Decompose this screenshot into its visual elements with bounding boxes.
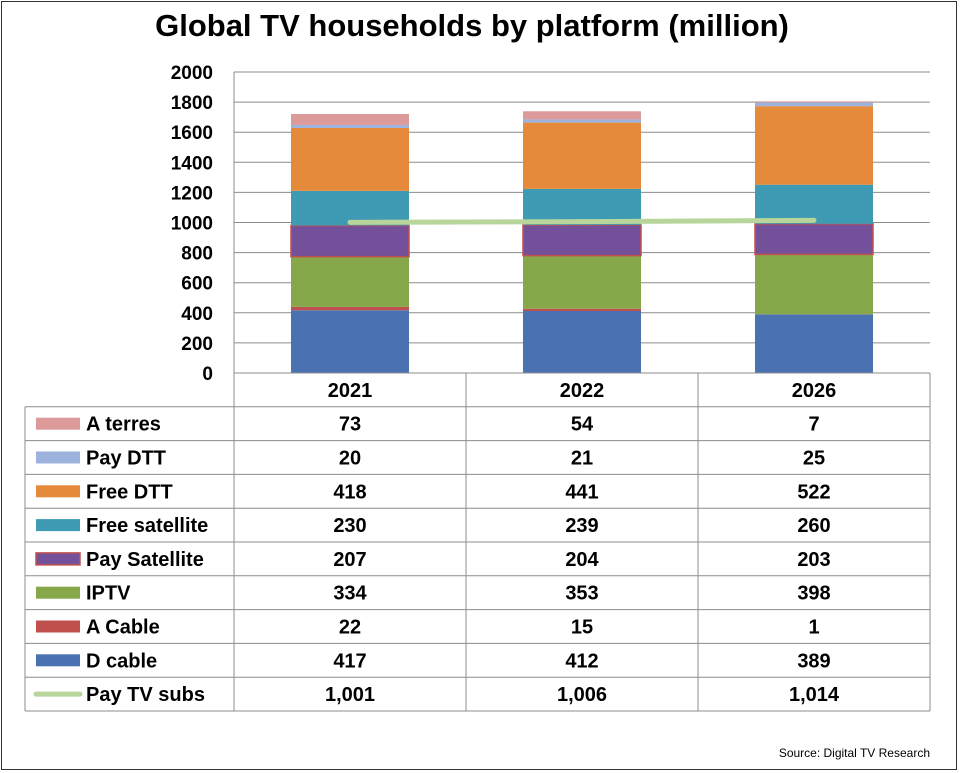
data-label: 230 bbox=[333, 515, 366, 537]
bar-free-satellite-2026 bbox=[755, 184, 873, 224]
data-label: 204 bbox=[565, 549, 599, 571]
bar-free-dtt-2022 bbox=[523, 122, 641, 189]
data-label: 441 bbox=[565, 481, 598, 503]
y-tick-label: 1200 bbox=[171, 183, 213, 204]
data-label: 418 bbox=[333, 481, 366, 503]
bar-d-cable-2026 bbox=[755, 314, 873, 373]
data-label: 1,001 bbox=[325, 684, 375, 706]
table-row-label: Pay DTT bbox=[86, 448, 166, 470]
table-row-label: A Cable bbox=[86, 617, 160, 639]
y-tick-label: 0 bbox=[202, 364, 213, 385]
data-label: 1,014 bbox=[789, 684, 840, 706]
bar-pay-dtt-2021 bbox=[291, 124, 409, 128]
y-tick-label: 200 bbox=[181, 334, 213, 355]
data-label: 207 bbox=[333, 549, 366, 571]
bar-a-terres-2026 bbox=[755, 101, 873, 103]
legend-key-a-cable bbox=[36, 620, 80, 633]
data-label: 353 bbox=[565, 583, 598, 605]
legend-key-iptv bbox=[36, 586, 80, 599]
data-label: 21 bbox=[571, 448, 593, 470]
data-label: 239 bbox=[565, 515, 598, 537]
data-label: 20 bbox=[339, 448, 361, 470]
table-row-label: D cable bbox=[86, 650, 157, 672]
legend-key-free-dtt bbox=[36, 485, 80, 498]
y-tick-label: 1800 bbox=[171, 93, 213, 114]
y-tick-label: 1000 bbox=[171, 214, 213, 235]
y-tick-label: 1600 bbox=[171, 123, 213, 144]
data-label: 22 bbox=[339, 617, 361, 639]
data-label: 334 bbox=[333, 583, 367, 605]
y-tick-label: 2000 bbox=[171, 63, 213, 84]
x-tick-label: 2022 bbox=[560, 380, 605, 402]
bar-pay-satellite-2021 bbox=[290, 224, 410, 258]
bar-d-cable-2022 bbox=[523, 310, 641, 373]
x-tick-label: 2021 bbox=[328, 380, 373, 402]
bar-d-cable-2021 bbox=[291, 310, 409, 373]
table-row-label: Free DTT bbox=[86, 481, 173, 503]
data-label: 417 bbox=[333, 650, 366, 672]
bar-a-cable-2021 bbox=[291, 306, 409, 311]
data-label: 203 bbox=[797, 549, 830, 571]
data-label: 73 bbox=[339, 414, 361, 436]
y-tick-label: 400 bbox=[181, 304, 213, 325]
bar-a-terres-2021 bbox=[291, 113, 409, 125]
data-label: 1 bbox=[808, 617, 819, 639]
table-row-label: Free satellite bbox=[86, 515, 208, 537]
data-label: 522 bbox=[797, 481, 830, 503]
legend-key-d-cable bbox=[36, 654, 80, 667]
bar-pay-satellite-2022 bbox=[522, 224, 642, 257]
data-label: 1,006 bbox=[557, 684, 607, 706]
data-label: 15 bbox=[571, 617, 593, 639]
legend-key-pay-satellite bbox=[35, 552, 81, 566]
bar-iptv-2021 bbox=[291, 256, 409, 307]
table-row-label: A terres bbox=[86, 414, 161, 436]
legend-key-pay-dtt bbox=[36, 451, 80, 464]
bar-pay-satellite-2026 bbox=[754, 223, 874, 256]
data-label: 25 bbox=[803, 448, 825, 470]
bar-free-dtt-2021 bbox=[291, 127, 409, 191]
data-label: 260 bbox=[797, 515, 830, 537]
chart-title: Global TV households by platform (millio… bbox=[155, 8, 789, 43]
data-label: 398 bbox=[797, 583, 830, 605]
data-label: 389 bbox=[797, 650, 830, 672]
y-tick-label: 1400 bbox=[171, 153, 213, 174]
table-row-label: Pay TV subs bbox=[86, 684, 205, 706]
legend-key-free-satellite bbox=[36, 519, 80, 532]
legend-key-a-terres bbox=[36, 417, 80, 430]
source-note: Source: Digital TV Research bbox=[779, 746, 930, 760]
x-tick-label: 2026 bbox=[792, 380, 837, 402]
table-row-label: Pay Satellite bbox=[86, 549, 204, 571]
bar-free-dtt-2026 bbox=[755, 106, 873, 185]
bar-iptv-2026 bbox=[755, 254, 873, 315]
line-pay-tv-subs bbox=[347, 217, 817, 225]
bar-iptv-2022 bbox=[523, 255, 641, 309]
table-row-label: IPTV bbox=[86, 583, 131, 605]
y-tick-label: 800 bbox=[181, 244, 213, 265]
bar-a-cable-2022 bbox=[523, 308, 641, 311]
bar-a-terres-2022 bbox=[523, 111, 641, 120]
data-label: 7 bbox=[808, 414, 819, 436]
data-label: 54 bbox=[571, 414, 594, 436]
y-tick-label: 600 bbox=[181, 274, 213, 295]
bar-pay-dtt-2026 bbox=[755, 102, 873, 107]
data-label: 412 bbox=[565, 650, 598, 672]
bar-pay-dtt-2022 bbox=[523, 119, 641, 123]
